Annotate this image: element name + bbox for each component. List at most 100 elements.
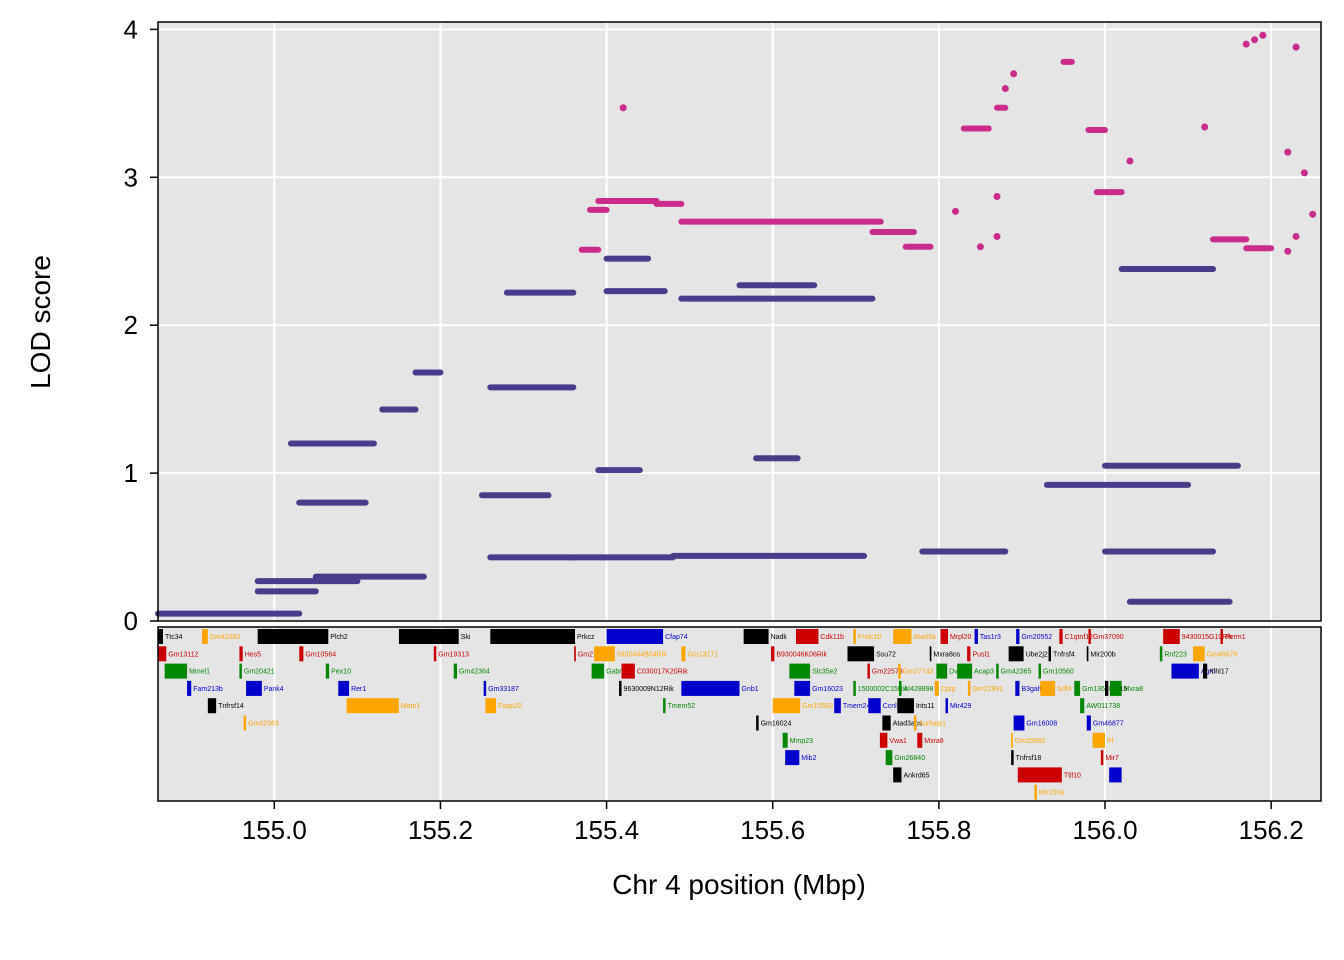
gene-label: Mxra8os bbox=[933, 651, 960, 658]
gene-box bbox=[885, 750, 893, 766]
gene-label: Tmem52 bbox=[668, 703, 696, 710]
gene-label: Hes5 bbox=[245, 651, 261, 658]
gene-label: Mir429 bbox=[950, 703, 972, 710]
gene-label: Rer1 bbox=[351, 686, 366, 693]
gene-box bbox=[929, 646, 932, 662]
gene-label: Gm22573 bbox=[872, 669, 903, 676]
x-tick-label: 155.0 bbox=[242, 815, 307, 845]
gene-label: 1500002C15Rik bbox=[858, 686, 909, 693]
gene-label: Prkcz bbox=[577, 634, 595, 641]
gene-box bbox=[1074, 680, 1081, 696]
gene-box bbox=[325, 663, 330, 679]
gene-label: Gm42363 bbox=[248, 721, 279, 728]
gene-label: AI428898 bbox=[903, 686, 933, 693]
gene-box bbox=[1059, 629, 1063, 644]
gene-label: Perm1 bbox=[1225, 634, 1246, 641]
gene-box bbox=[1008, 646, 1024, 662]
gene-label: Cfap74 bbox=[665, 634, 688, 641]
x-tick-label: 156.2 bbox=[1239, 815, 1304, 845]
significant-lod-point bbox=[1242, 40, 1250, 48]
significant-lod-point bbox=[993, 193, 1001, 201]
gene-label: Faap20 bbox=[498, 703, 522, 710]
gene-box bbox=[1017, 767, 1062, 783]
significant-lod-point bbox=[1126, 157, 1134, 165]
gene-label: Mmp23 bbox=[790, 738, 813, 745]
gene-label: Nadk bbox=[771, 634, 788, 641]
grid-lines bbox=[158, 22, 1321, 622]
gene-box bbox=[1109, 680, 1122, 696]
x-tick-label: 155.2 bbox=[408, 815, 473, 845]
gene-label: Gm37090 bbox=[1093, 634, 1124, 641]
gene-box bbox=[1013, 715, 1025, 731]
gene-label: Ssu72 bbox=[876, 651, 896, 658]
gene-box bbox=[771, 646, 775, 662]
gene-box bbox=[594, 646, 615, 662]
gene-box bbox=[158, 646, 167, 662]
gene-label: Ski bbox=[461, 634, 471, 641]
gene-label: B3galt6 bbox=[1021, 686, 1045, 693]
x-tick-label: 155.6 bbox=[740, 815, 805, 845]
gene-label: Rnf223 bbox=[1164, 651, 1187, 658]
y-axis-title: LOD score bbox=[25, 255, 56, 389]
gene-label: Gm27200 bbox=[578, 651, 609, 658]
gene-label: Gm20421 bbox=[244, 669, 275, 676]
gene-label: Gm10563 bbox=[802, 703, 833, 710]
gene-label: Tnfrsf4 bbox=[1053, 651, 1075, 658]
plot-background bbox=[158, 22, 1321, 621]
gene-box bbox=[619, 680, 622, 696]
gene-box bbox=[772, 698, 801, 714]
gene-box bbox=[882, 715, 891, 731]
gene-box bbox=[1040, 680, 1056, 696]
significant-lod-point bbox=[1251, 36, 1259, 44]
significant-lod-point bbox=[1292, 232, 1300, 240]
y-axis: 0 1 2 3 4 bbox=[124, 14, 158, 636]
gene-box bbox=[795, 629, 819, 644]
y-tick-label: 0 bbox=[124, 606, 138, 636]
gene-box bbox=[1100, 750, 1104, 766]
significant-lod-point bbox=[951, 207, 959, 215]
gene-label: Tas1r3 bbox=[980, 634, 1001, 641]
gene-box bbox=[243, 715, 247, 731]
gene-label: B930046K06Rik bbox=[776, 651, 827, 658]
gene-box bbox=[1011, 750, 1014, 766]
gene-box bbox=[847, 646, 875, 662]
gene-label: Mom1 bbox=[401, 703, 421, 710]
gene-label: Gm13171 bbox=[688, 651, 719, 658]
significant-lod-point bbox=[1292, 43, 1300, 51]
gene-label: Agrn bbox=[1201, 669, 1216, 676]
gene-box bbox=[1193, 646, 1205, 662]
gene-label: Ube2j2 bbox=[1026, 651, 1048, 658]
gene-box bbox=[1086, 715, 1091, 731]
gene-label: Gm10560 bbox=[1043, 669, 1074, 676]
gene-box bbox=[490, 629, 576, 644]
gene-label: Gnb1 bbox=[742, 686, 759, 693]
gene-box bbox=[681, 680, 740, 696]
gene-box bbox=[246, 680, 262, 696]
gene-label: Klhl17 bbox=[1209, 669, 1229, 676]
gene-label: Gm13648 bbox=[1082, 686, 1113, 693]
gene-box bbox=[867, 663, 870, 679]
gene-box bbox=[1220, 629, 1223, 644]
gene-label: Plch2 bbox=[330, 634, 348, 641]
gene-box bbox=[1011, 732, 1013, 748]
significant-lod-point bbox=[1259, 31, 1267, 39]
gene-box bbox=[794, 680, 811, 696]
gene-box bbox=[1086, 646, 1089, 662]
y-tick-label: 3 bbox=[124, 162, 138, 192]
gene-label: Fam213b bbox=[193, 686, 223, 693]
gene-label: Cdk11b bbox=[820, 634, 844, 641]
gene-label: Dvl1 bbox=[949, 669, 963, 676]
gene-label: Pex10 bbox=[331, 669, 351, 676]
gene-label: Mir200a bbox=[1039, 790, 1064, 797]
gene-box bbox=[853, 629, 856, 644]
gene-label: Mxra8 bbox=[1124, 686, 1144, 693]
significant-lod-point bbox=[976, 243, 984, 251]
gene-box bbox=[1109, 767, 1122, 783]
gene-box bbox=[934, 680, 939, 696]
significant-lod-point bbox=[1201, 123, 1209, 131]
gene-box bbox=[868, 698, 881, 714]
gene-label: Cptp bbox=[941, 686, 956, 693]
plot-frame bbox=[157, 21, 1322, 622]
gene-box bbox=[483, 680, 487, 696]
